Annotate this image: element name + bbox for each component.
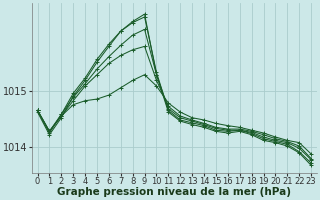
X-axis label: Graphe pression niveau de la mer (hPa): Graphe pression niveau de la mer (hPa) (57, 187, 291, 197)
